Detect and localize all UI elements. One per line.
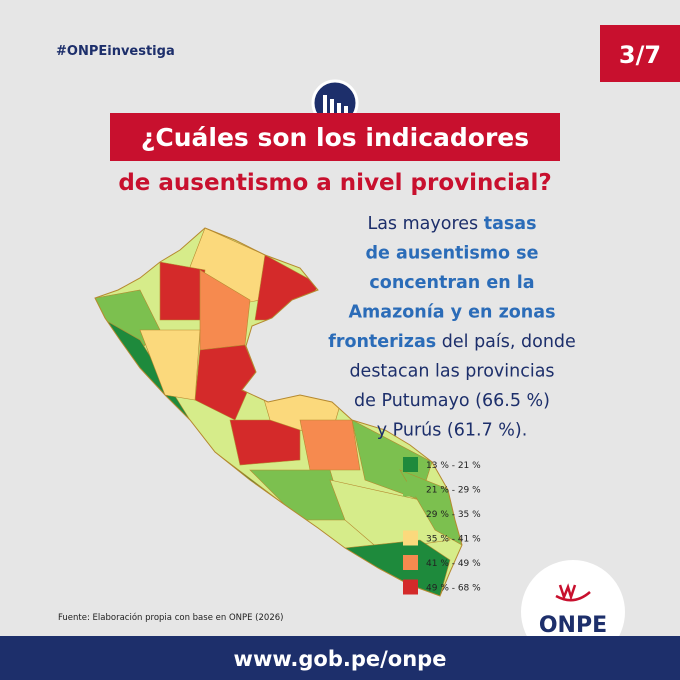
- body-line: Las mayores tasas: [367, 214, 536, 234]
- body-emphasis: de ausentismo se: [366, 244, 539, 264]
- body-emphasis: concentran en la: [369, 273, 534, 293]
- legend-swatch: [403, 555, 418, 570]
- body-segment: Las mayores: [367, 214, 483, 234]
- body-line: destacan las provincias: [349, 362, 554, 382]
- legend-swatch: [403, 530, 418, 546]
- footer-url: www.gob.pe/onpe: [234, 647, 447, 671]
- page-badge: [600, 25, 680, 82]
- body-line: concentran en la: [369, 273, 534, 293]
- body-line: Amazonía y en zonas: [349, 303, 556, 323]
- body-segment: destacan las provincias: [349, 362, 554, 382]
- body-line: de ausentismo se: [366, 244, 539, 264]
- footer-band: [0, 636, 680, 680]
- body-segment: del país, donde: [436, 332, 576, 352]
- body-text: Las mayores tasas de ausentismo se concent…: [328, 214, 576, 441]
- title-banner: [110, 113, 560, 161]
- body-emphasis: tasas: [484, 214, 537, 234]
- body-line: fronterizas del país, donde: [328, 332, 576, 352]
- body-emphasis: Amazonía y en zonas: [349, 303, 556, 323]
- icon-bars: [323, 95, 348, 113]
- body-line: de Putumayo (66.5 %): [354, 391, 550, 411]
- legend: 13 % - 21 % 21 % - 29 % 29 % - 35 % 35 % - …: [403, 457, 481, 595]
- legend-label: 21 % - 29 %: [426, 486, 481, 496]
- logo-mark: [555, 583, 591, 602]
- logo-text: ONPE: [539, 613, 607, 638]
- legend-swatch: [403, 481, 418, 497]
- legend-label: 35 % - 41 %: [426, 535, 481, 545]
- legend-swatch: [403, 579, 418, 595]
- hashtag: #ONPEinvestiga: [56, 44, 175, 59]
- legend-label: 49 % - 68 %: [426, 584, 481, 594]
- legend-label: 29 % - 35 %: [426, 510, 481, 520]
- body-segment: de Putumayo (66.5 %): [354, 391, 550, 411]
- legend-label: 13 % - 21 %: [426, 461, 481, 471]
- body-line: y Purús (61.7 %).: [377, 421, 528, 441]
- body-emphasis: fronterizas: [328, 332, 436, 352]
- title-line1: ¿Cuáles son los indicadores: [141, 123, 529, 152]
- title-line2: de ausentismo a nivel provincial?: [118, 170, 551, 196]
- source: Fuente: Elaboración propia con base en O…: [58, 612, 283, 623]
- legend-swatch: [403, 457, 418, 472]
- legend-swatch: [403, 506, 418, 521]
- body-segment: y Purús (61.7 %).: [377, 421, 528, 441]
- legend-label: 41 % - 49 %: [426, 559, 481, 569]
- page-number: 3/7: [619, 41, 661, 69]
